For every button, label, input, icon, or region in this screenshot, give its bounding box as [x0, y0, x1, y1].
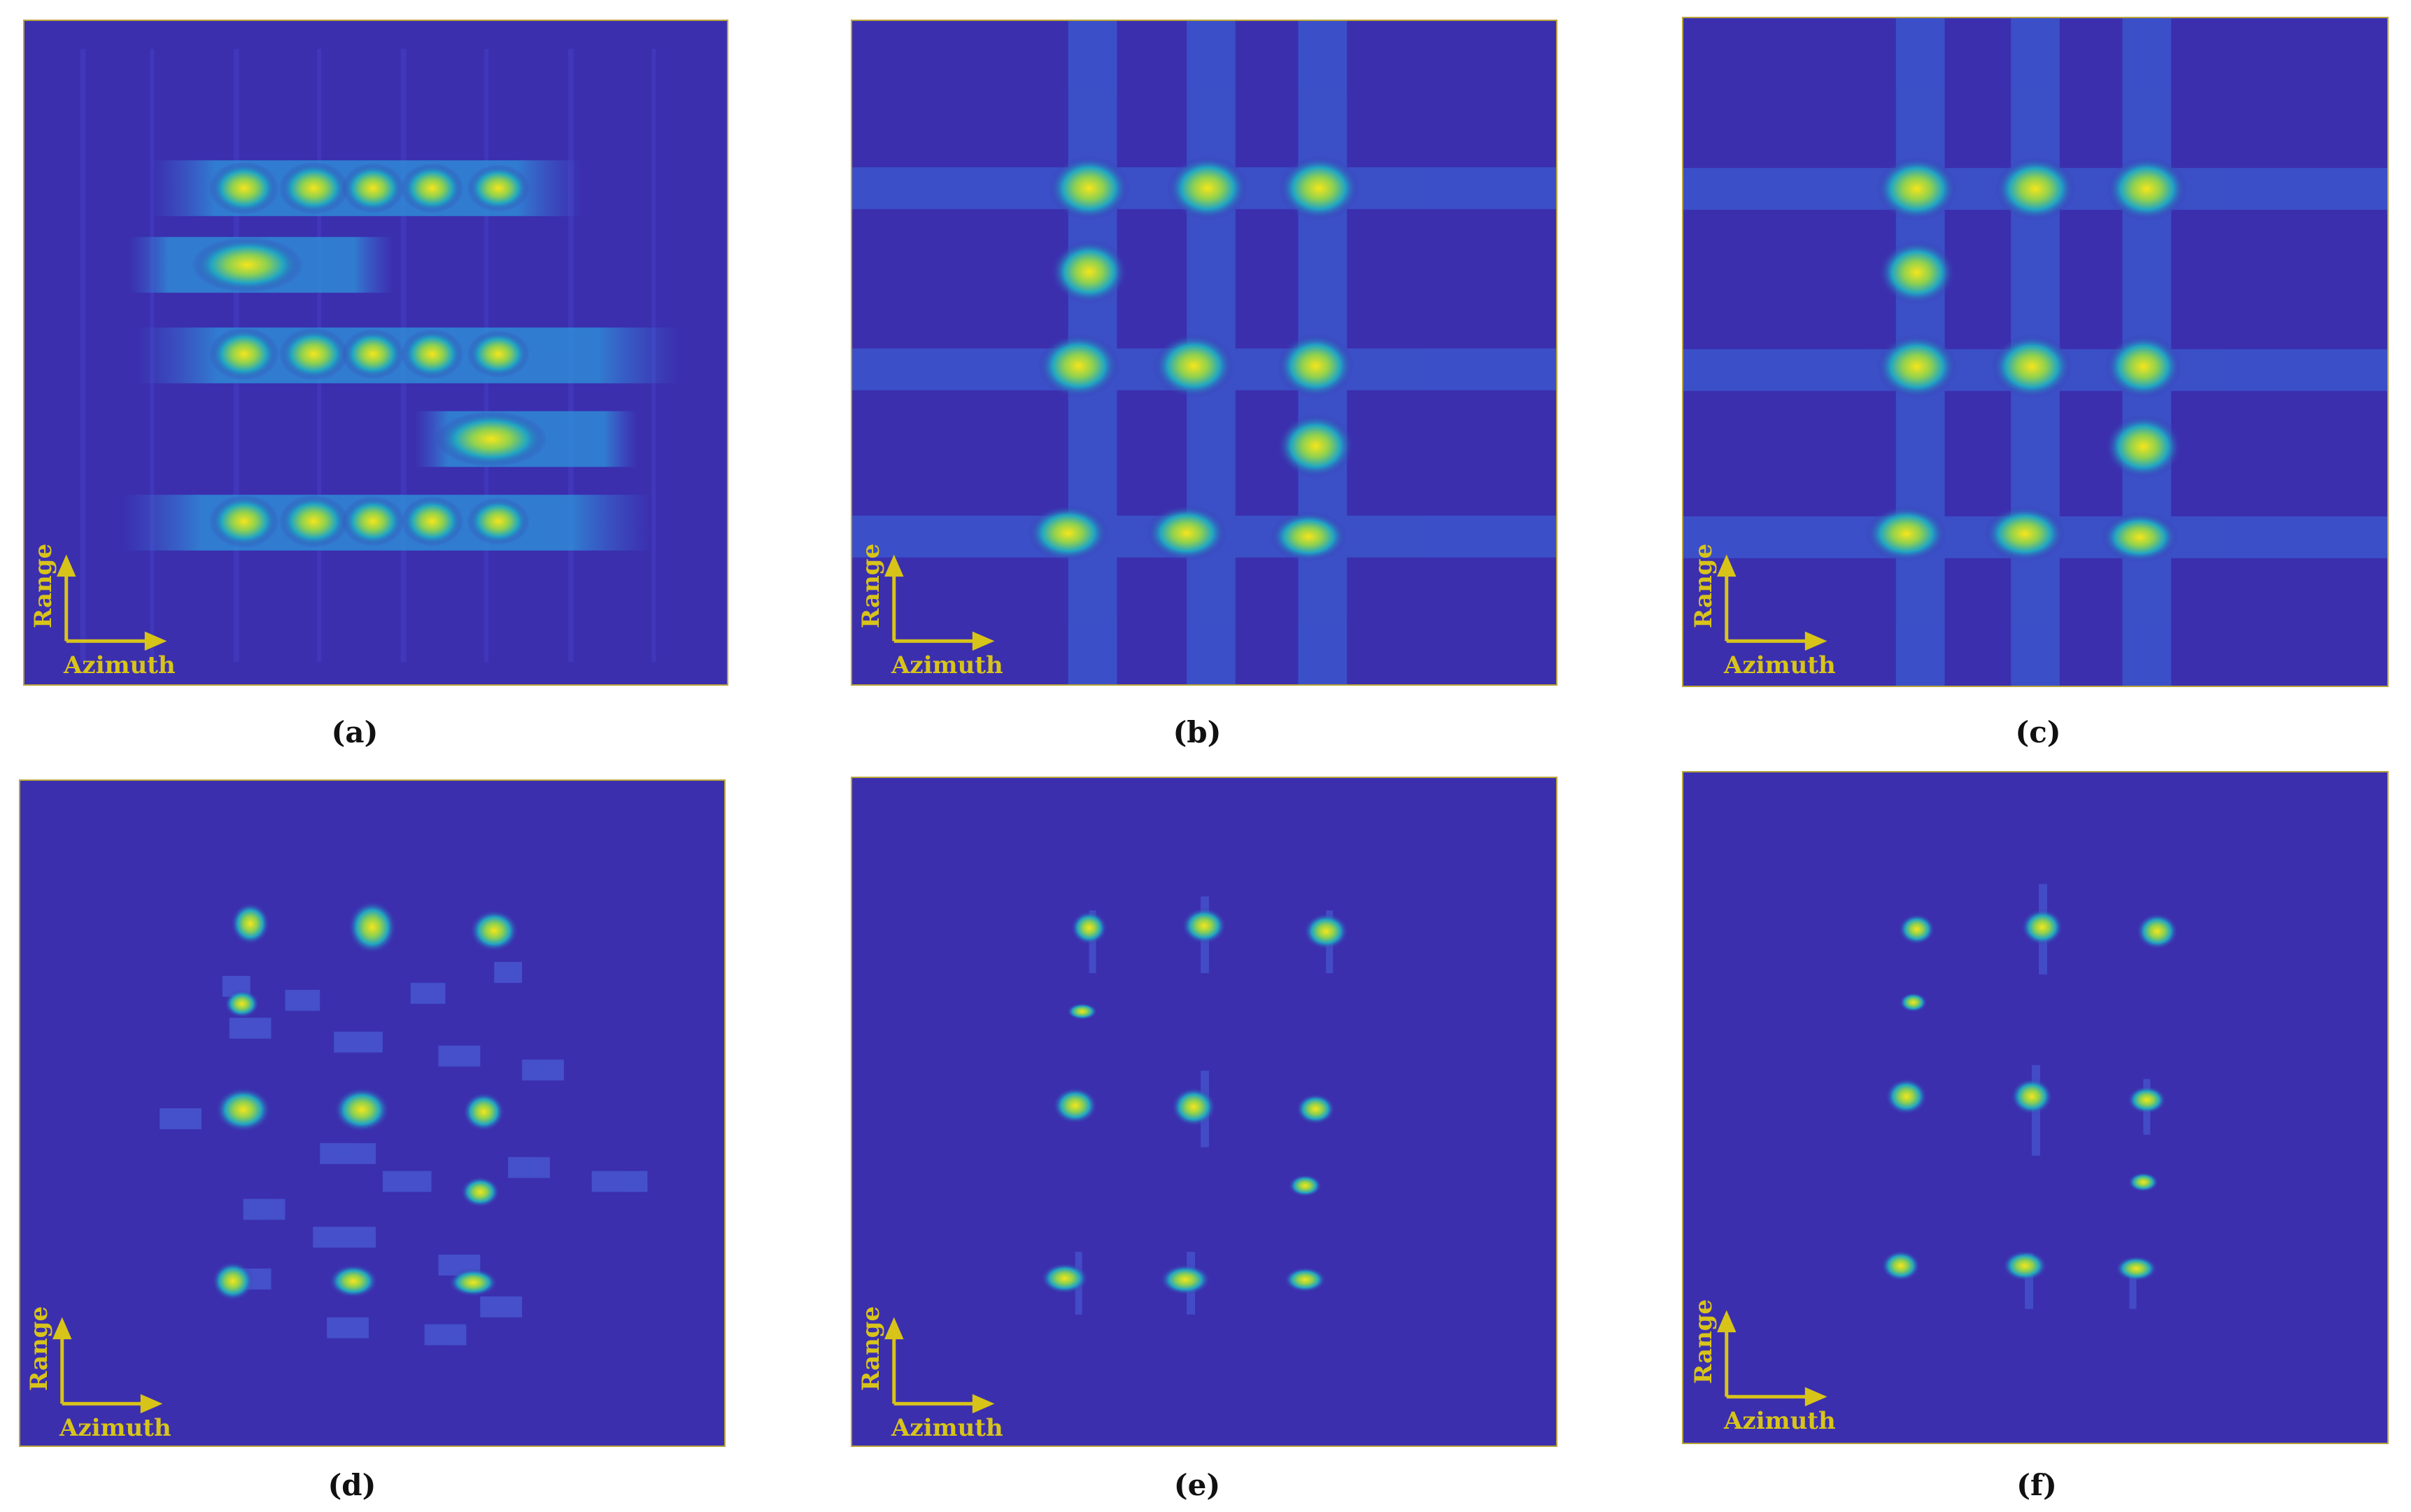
- panel-c-image: Range Azimuth: [1682, 17, 2389, 687]
- panel-b-image: Range Azimuth: [851, 20, 1557, 686]
- caption-a: (a): [331, 715, 379, 749]
- sar-image-e: [852, 778, 1556, 1446]
- caption-d: (d): [327, 1468, 376, 1502]
- sar-image-f: [1683, 772, 2387, 1443]
- sar-image-a: [24, 21, 727, 684]
- caption-b: (b): [1173, 715, 1222, 749]
- panel-f-image: Range Azimuth: [1682, 771, 2389, 1444]
- caption-f: (f): [2016, 1468, 2057, 1502]
- caption-c: (c): [2015, 715, 2061, 749]
- caption-e: (e): [1173, 1468, 1221, 1502]
- panel-d-image: Range Azimuth: [19, 779, 726, 1447]
- panel-e-image: Range Azimuth: [851, 777, 1557, 1447]
- panel-a-image: Range Azimuth: [23, 20, 728, 686]
- sar-image-b: [852, 21, 1556, 684]
- sar-image-c: [1683, 18, 2387, 686]
- sar-image-d: [20, 781, 724, 1446]
